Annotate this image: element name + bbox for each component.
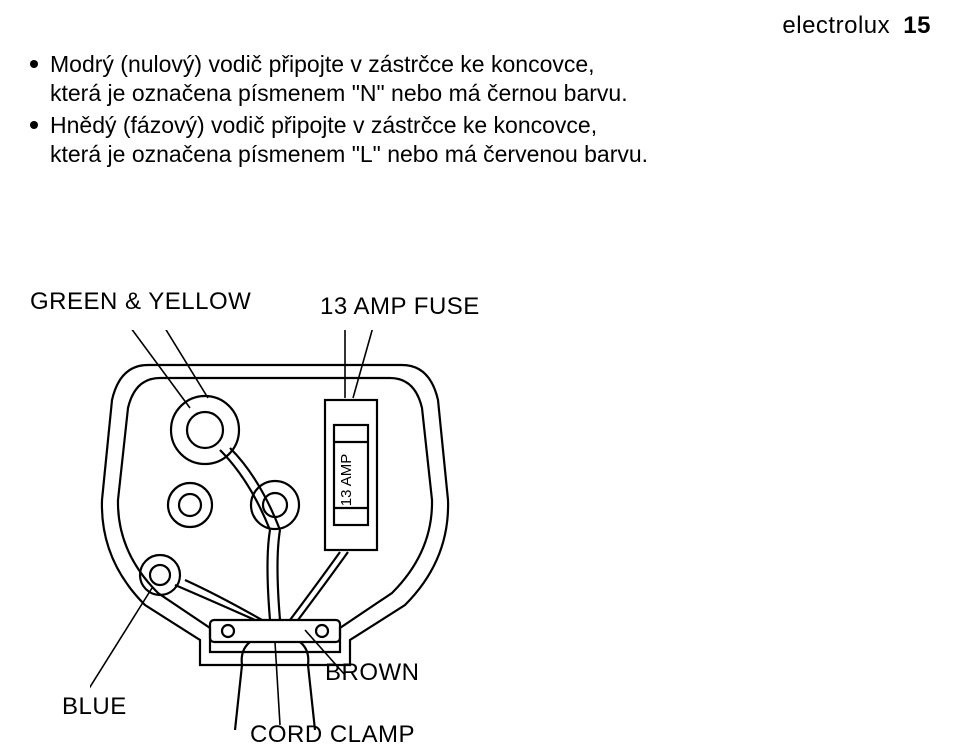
fuse-inner-text: 13 AMP xyxy=(338,454,355,507)
page-number: 15 xyxy=(903,12,931,39)
label-green-yellow: GREEN & YELLOW xyxy=(30,288,251,316)
bullet-text: Modrý (nulový) vodič připojte v zástrčce… xyxy=(50,50,650,109)
bullet-dot-icon xyxy=(30,121,38,129)
label-fuse: 13 AMP FUSE xyxy=(320,293,480,321)
bullet-text: Hnědý (fázový) vodič připojte v zástrčce… xyxy=(50,111,650,170)
bullet-dot-icon xyxy=(30,60,38,68)
plug-diagram: 13 AMP xyxy=(90,330,490,730)
bullet-item: Hnědý (fázový) vodič připojte v zástrčce… xyxy=(30,111,650,170)
brand-text: electrolux xyxy=(782,12,890,39)
bullet-item: Modrý (nulový) vodič připojte v zástrčce… xyxy=(30,50,650,109)
page-header: electrolux 15 xyxy=(782,12,931,40)
bullet-list: Modrý (nulový) vodič připojte v zástrčce… xyxy=(30,50,650,172)
